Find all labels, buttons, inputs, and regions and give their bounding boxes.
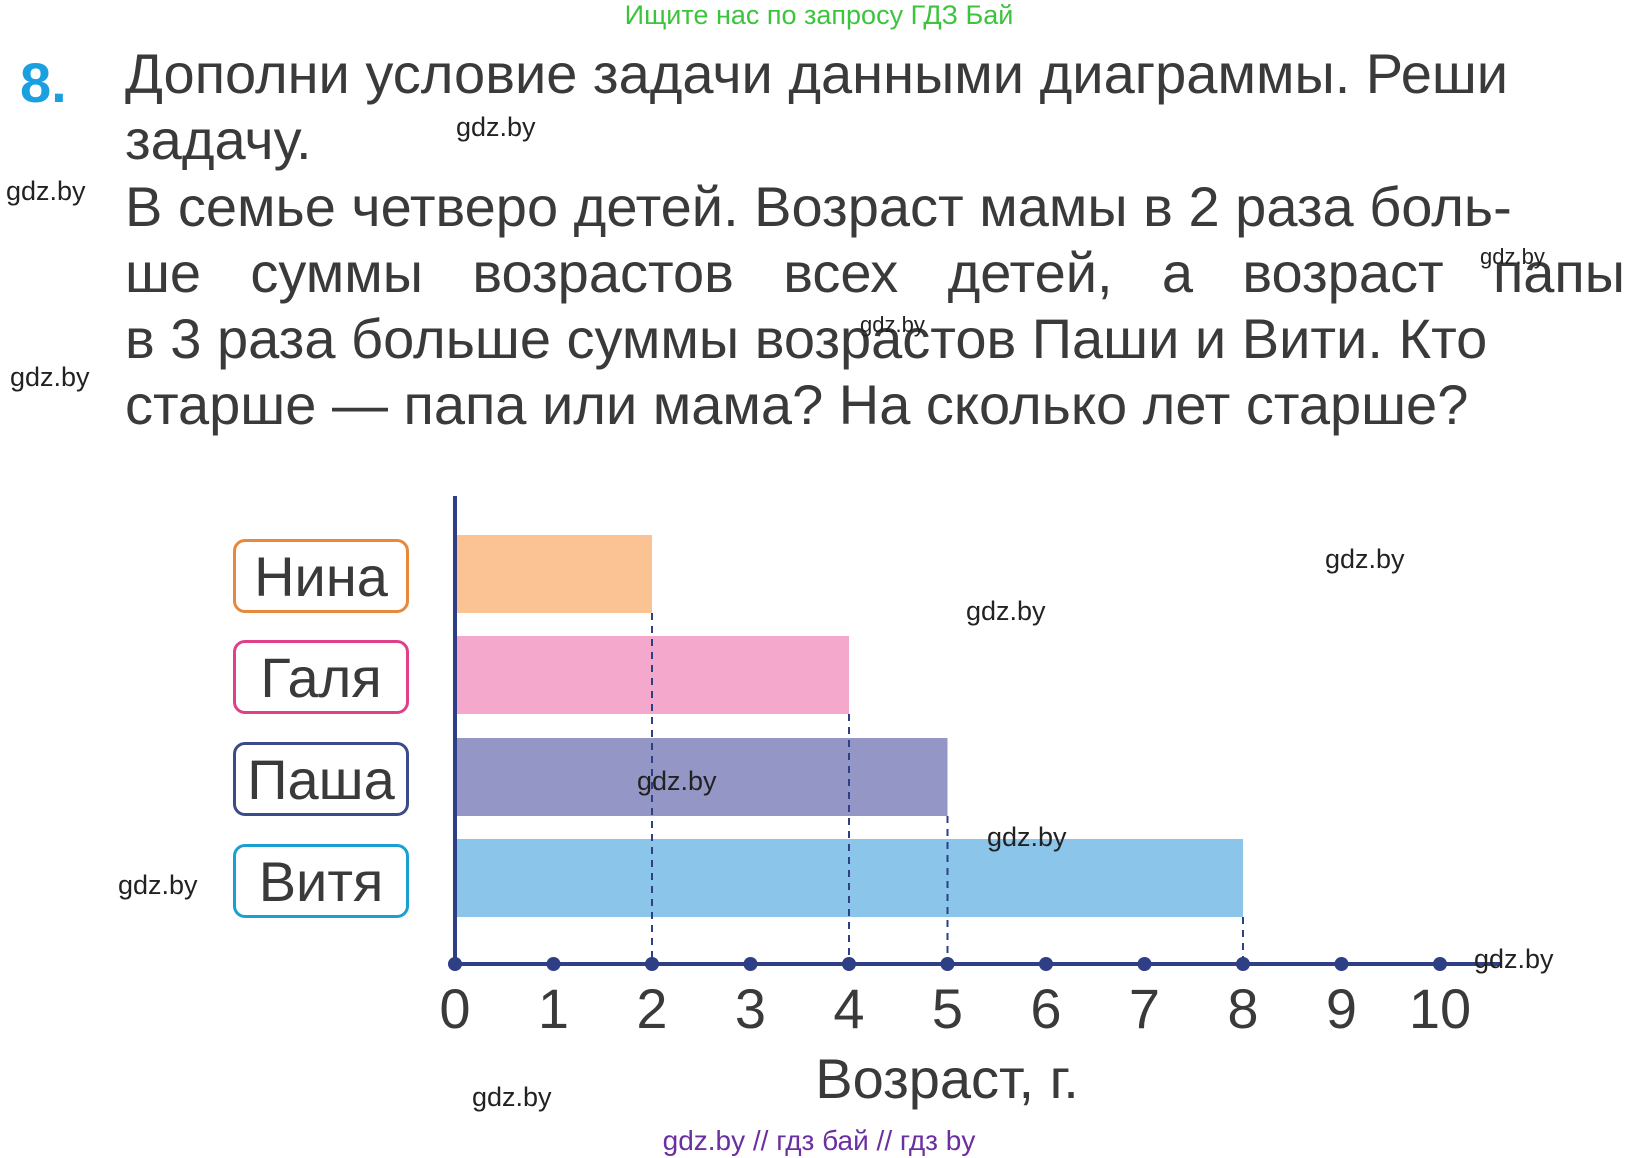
watermark: gdz.by [1474, 944, 1554, 974]
watermark: gdz.by [966, 596, 1046, 626]
task-line-6: старше — папа или мама? На сколько лет с… [125, 373, 1469, 436]
bar-4 [455, 839, 1243, 917]
watermark: gdz.by [637, 766, 717, 796]
task-number: 8. [20, 51, 67, 114]
x-tick-dot-3 [743, 957, 758, 971]
x-tick-label-8: 8 [1227, 977, 1258, 1040]
x-tick-dot-1 [546, 957, 561, 971]
x-tick-label-4: 4 [833, 977, 864, 1040]
watermark: gdz.by [1480, 244, 1545, 269]
x-tick-dot-0 [448, 957, 462, 971]
x-tick-dot-6 [1039, 957, 1053, 971]
x-tick-label-7: 7 [1129, 977, 1160, 1040]
task-line-4: ше суммы возрастов всех детей, а возраст… [125, 241, 1625, 304]
x-tick-label-3: 3 [735, 977, 766, 1040]
x-tick-dot-2 [645, 957, 659, 971]
x-tick-label-5: 5 [932, 977, 963, 1040]
category-label-galya: Галя [233, 640, 409, 714]
watermark: gdz.by [987, 822, 1067, 852]
bar-2 [455, 636, 849, 714]
x-tick-label-10: 10 [1409, 977, 1471, 1040]
watermark: gdz.by [860, 312, 925, 337]
task-line-1: Дополни условие задачи данными диаграммы… [125, 42, 1509, 105]
x-tick-label-1: 1 [538, 977, 569, 1040]
search-hint: Ищите нас по запросу ГДЗ Бай [624, 0, 1014, 30]
x-tick-dot-8 [1236, 957, 1250, 971]
x-axis-label: Возраст, г. [815, 1047, 1079, 1110]
watermark: gdz.by [6, 176, 86, 206]
watermark: gdz.by [456, 112, 536, 142]
watermark: gdz.by [1325, 544, 1405, 574]
x-tick-dot-5 [940, 957, 955, 971]
footer-credits: gdz.by // гдз бай // гдз by [662, 1125, 976, 1156]
x-tick-label-9: 9 [1326, 977, 1357, 1040]
x-tick-label-6: 6 [1030, 977, 1061, 1040]
watermark: gdz.by [10, 362, 90, 392]
watermark: gdz.by [118, 870, 198, 900]
x-tick-dot-7 [1137, 957, 1152, 971]
category-label-pasha: Паша [233, 742, 409, 816]
category-label-nina: Нина [233, 539, 409, 613]
x-tick-dot-10 [1433, 957, 1447, 971]
task-line-3: В семье четверо детей. Возраст мамы в 2 … [125, 175, 1512, 238]
task-line-5: в 3 раза больше суммы возрастов Паши и В… [125, 307, 1488, 370]
task-line-2: задачу. [125, 108, 312, 171]
x-tick-dot-9 [1334, 957, 1349, 971]
x-tick-label-2: 2 [636, 977, 667, 1040]
x-tick-dot-4 [842, 957, 856, 971]
category-label-vitya: Витя [233, 844, 409, 918]
watermark: gdz.by [472, 1082, 552, 1112]
bar-1 [455, 535, 652, 613]
bar-3 [455, 738, 948, 816]
x-tick-label-0: 0 [439, 977, 470, 1040]
